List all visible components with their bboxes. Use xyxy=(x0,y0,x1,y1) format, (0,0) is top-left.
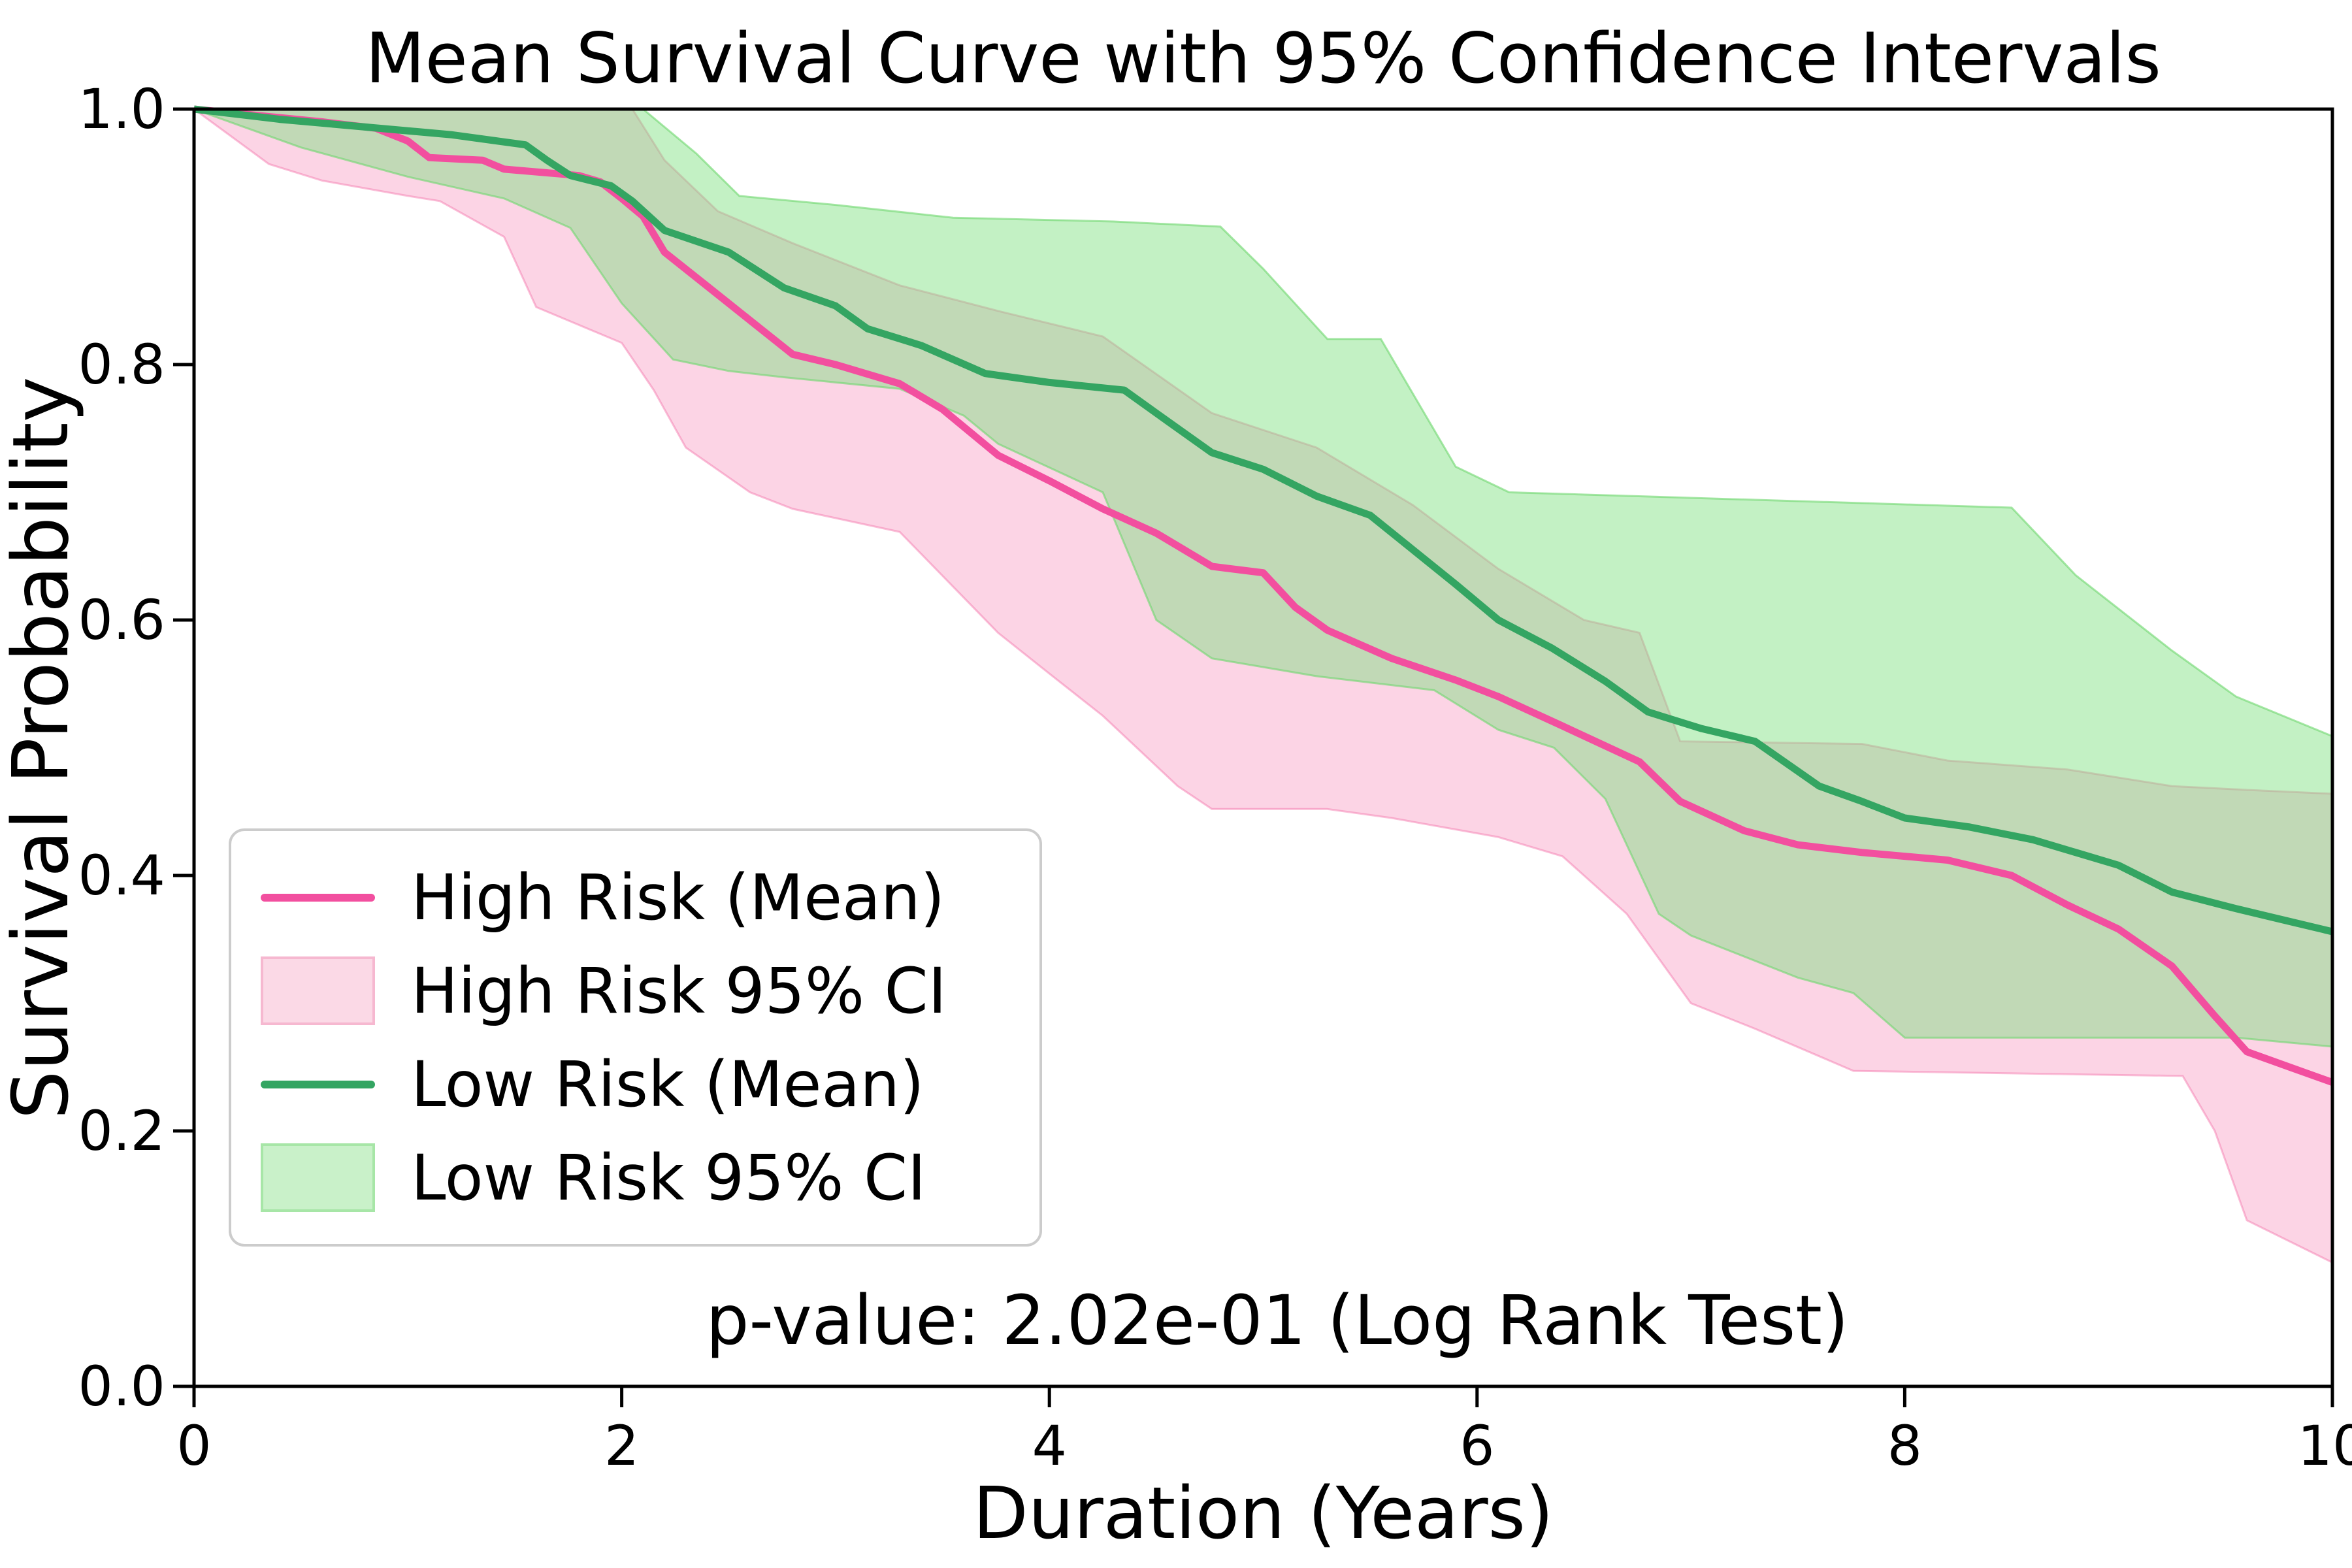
pvalue-annotation: p-value: 2.02e-01 (Log Rank Test) xyxy=(706,1281,1849,1360)
high-risk-ci-swatch xyxy=(261,956,375,1025)
legend-item-high-risk-mean: High Risk (Mean) xyxy=(261,861,1000,934)
x-tick-label: 6 xyxy=(1460,1414,1495,1478)
y-tick-label: 1.0 xyxy=(78,77,165,141)
low-risk-mean-line xyxy=(193,105,2334,936)
x-tick-label: 0 xyxy=(176,1414,212,1478)
legend-item-low-risk-ci: Low Risk 95% CI xyxy=(261,1141,1000,1215)
legend-label: Low Risk (Mean) xyxy=(411,1047,924,1121)
high-risk-line-swatch xyxy=(261,893,375,902)
x-tick-label: 4 xyxy=(1032,1414,1067,1478)
y-tick-label: 0.0 xyxy=(78,1354,165,1418)
legend-item-high-risk-ci: High Risk 95% CI xyxy=(261,955,1000,1028)
low-risk-line-swatch xyxy=(261,1080,375,1088)
y-tick-label: 0.2 xyxy=(78,1099,165,1163)
y-tick-label: 0.8 xyxy=(78,333,165,397)
low-risk-ci-swatch xyxy=(261,1143,375,1212)
chart-title: Mean Survival Curve with 95% Confidence … xyxy=(365,18,2161,99)
y-tick-label: 0.4 xyxy=(78,843,165,907)
x-axis-label: Duration (Years) xyxy=(973,1471,1554,1555)
legend-item-low-risk-mean: Low Risk (Mean) xyxy=(261,1048,1000,1121)
legend-label: Low Risk 95% CI xyxy=(411,1141,926,1215)
legend: High Risk (Mean) High Risk 95% CI Low Ri… xyxy=(229,828,1042,1247)
y-axis-label: Survival Probability xyxy=(0,376,86,1120)
legend-label: High Risk (Mean) xyxy=(411,860,945,934)
high-risk-ci-band xyxy=(191,108,2334,1264)
axes-box xyxy=(192,107,2334,1388)
high-risk-mean-line xyxy=(193,105,2334,1086)
y-tick-label: 0.6 xyxy=(78,588,165,652)
x-tick-label: 2 xyxy=(604,1414,640,1478)
x-tick-label: 8 xyxy=(1887,1414,1923,1478)
legend-label: High Risk 95% CI xyxy=(411,954,947,1028)
x-tick-label: 10 xyxy=(2297,1414,2352,1478)
